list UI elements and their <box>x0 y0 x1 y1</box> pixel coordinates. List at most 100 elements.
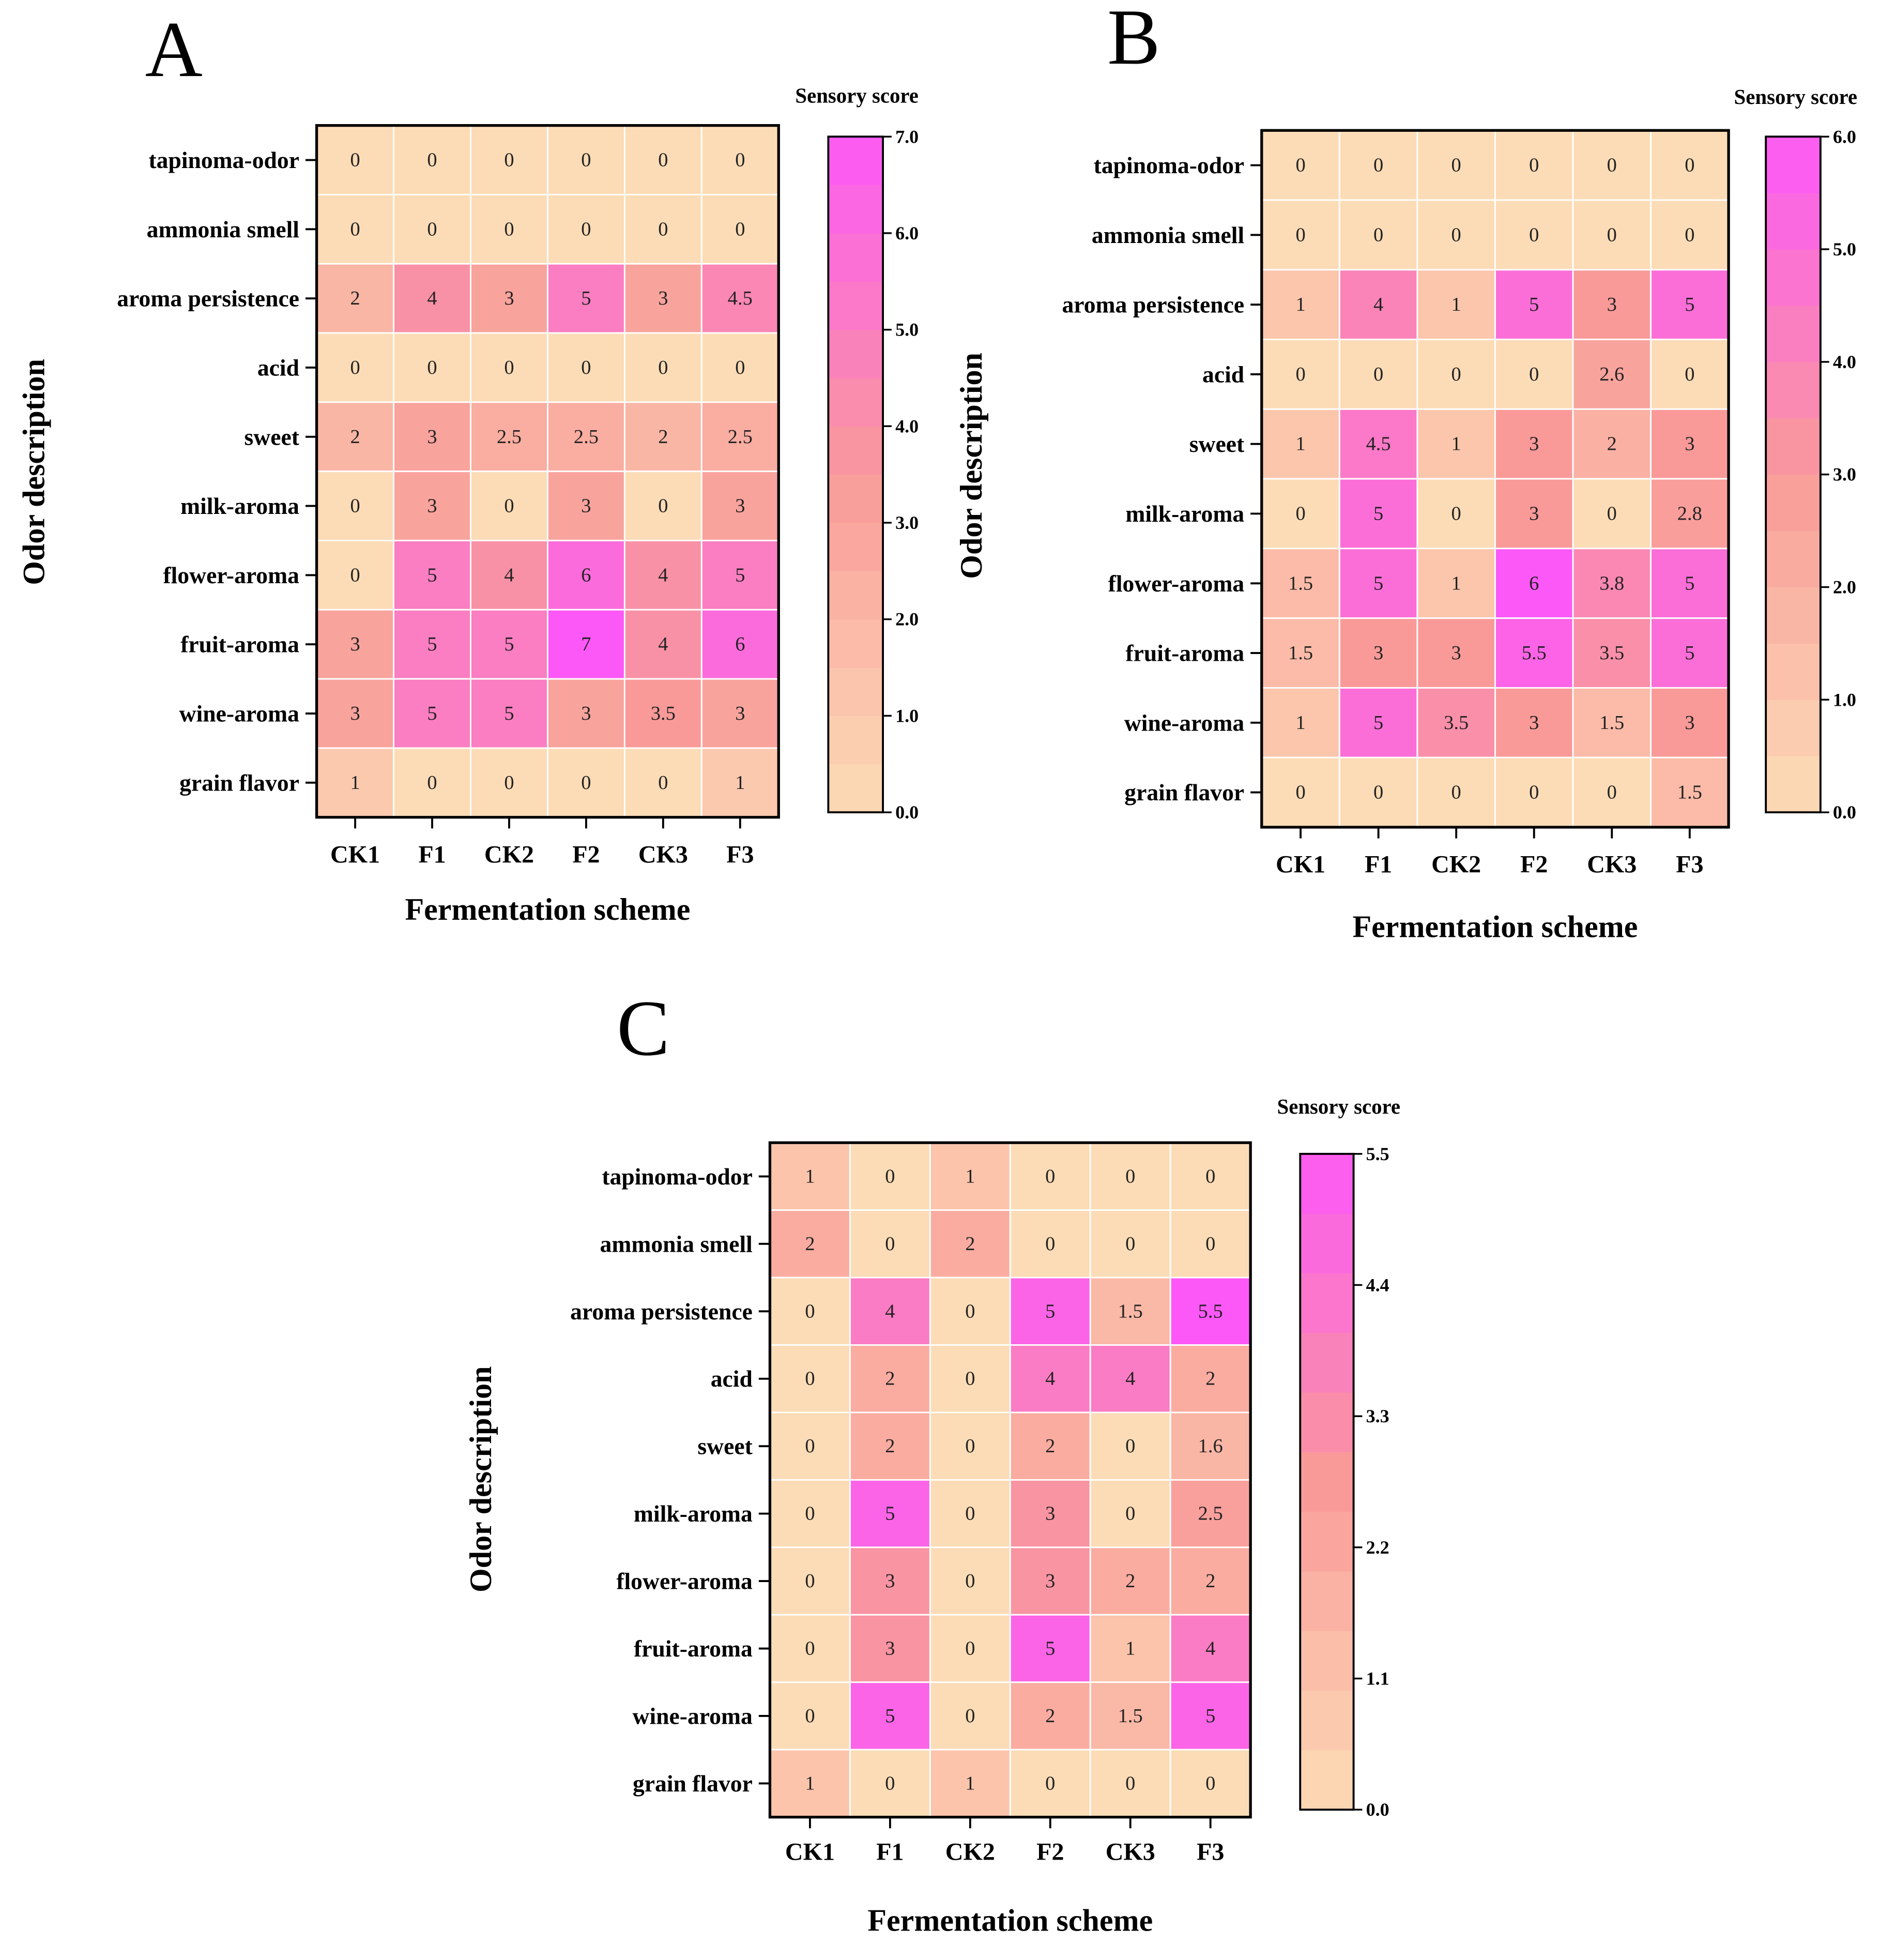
cell-value-label: 0 <box>1125 1165 1135 1187</box>
cell-value-label: 5 <box>1373 712 1383 734</box>
cell-value-label: 3 <box>427 426 437 448</box>
colorbar-tick-label: 3.3 <box>1366 1406 1389 1426</box>
cell-value-label: 3 <box>350 633 360 655</box>
heatmap-cell <box>316 540 394 611</box>
heatmap-cell <box>470 332 548 403</box>
cell-value-label: 1 <box>965 1165 975 1187</box>
cell-value-label: 0 <box>1451 363 1461 385</box>
colorbar-swatch <box>828 329 883 378</box>
heatmap-cell <box>1338 687 1418 758</box>
cell-value-label: 1 <box>1125 1638 1135 1660</box>
cell-value-label: 0 <box>885 1165 895 1187</box>
cell-value-label: 2.8 <box>1677 503 1702 524</box>
cell-value-label: 1.5 <box>1118 1300 1143 1322</box>
heatmap-cell <box>1572 617 1652 689</box>
cell-value-label: 1 <box>350 772 360 794</box>
heatmap-cell <box>1338 756 1418 828</box>
heatmap-cell <box>1650 548 1730 619</box>
cell-value-label: 2 <box>1045 1705 1055 1727</box>
heatmap-cell <box>1338 548 1418 619</box>
cell-value-label: 0 <box>1529 363 1539 385</box>
cell-value-label: 0 <box>1529 224 1539 246</box>
cell-value-label: 0 <box>1607 155 1617 176</box>
heatmap-cell <box>546 401 625 473</box>
cell-value-label: 0 <box>427 218 437 240</box>
cell-value-label: 5 <box>581 287 591 309</box>
heatmap-cell <box>1650 199 1730 271</box>
heatmap-cell <box>1169 1411 1251 1481</box>
heatmap-cell <box>1416 478 1496 550</box>
cell-value-label: 1 <box>1295 433 1305 455</box>
heatmap-frame <box>768 1141 1252 1819</box>
y-tick-label: tapinoma-odor <box>148 147 299 173</box>
colorbar-title: Sensory score <box>1734 85 1858 109</box>
y-tick-label: wine-aroma <box>179 701 300 727</box>
heatmap-cell <box>849 1142 931 1211</box>
cell-value-label: 0 <box>350 357 360 378</box>
heatmap-cell <box>1261 548 1340 619</box>
heatmap-cell <box>1169 1344 1251 1414</box>
heatmap-cell <box>1089 1411 1171 1481</box>
colorbar-title: Sensory score <box>795 84 919 107</box>
heatmap-cell <box>1089 1681 1171 1751</box>
y-tick-label: sweet <box>697 1433 752 1460</box>
colorbar-tick-label: 4.0 <box>1833 352 1856 372</box>
heatmap-cell <box>769 1749 851 1818</box>
cell-value-label: 3 <box>658 287 668 309</box>
cell-value-label: 3 <box>504 287 514 309</box>
y-tick-label: milk-aroma <box>1125 500 1244 527</box>
heatmap-cell <box>1089 1479 1171 1548</box>
x-tick-label: CK2 <box>945 1838 995 1865</box>
colorbar-swatch <box>1300 1511 1354 1572</box>
colorbar-swatch <box>1766 249 1821 306</box>
heatmap-cell <box>1009 1749 1091 1818</box>
heatmap-cell <box>1338 617 1418 689</box>
heatmap-cell <box>1650 478 1730 550</box>
heatmap-cell <box>929 1614 1011 1683</box>
colorbar-title: Sensory score <box>1277 1095 1400 1118</box>
heatmap-cell <box>316 332 394 403</box>
heatmap-cell <box>1169 1277 1251 1346</box>
colorbar-tick-label: 5.0 <box>1833 239 1856 260</box>
heatmap-cell <box>929 1546 1011 1616</box>
heatmap-cell <box>393 332 471 403</box>
heatmap-cell <box>700 125 780 195</box>
cell-value-label: 0 <box>1685 155 1694 176</box>
heatmap-cell <box>1650 339 1730 410</box>
cell-value-label: 2 <box>885 1435 895 1457</box>
colorbar-swatch <box>1300 1332 1354 1393</box>
cell-value-label: 0 <box>965 1300 975 1322</box>
cell-value-label: 4 <box>504 564 514 586</box>
heatmap-cell <box>393 678 471 749</box>
cell-value-label: 0 <box>504 218 514 240</box>
heatmap-cell <box>1009 1411 1091 1481</box>
heatmap-cell <box>393 125 471 195</box>
cell-value-label: 0 <box>885 1233 895 1255</box>
cell-value-label: 0 <box>504 495 514 517</box>
colorbar-swatch <box>828 136 883 186</box>
heatmap-cell <box>546 609 625 680</box>
colorbar-tick-label: 2.0 <box>1833 577 1856 598</box>
heatmap-cell <box>1169 1546 1251 1616</box>
colorbar-tick-label: 1.0 <box>895 705 919 726</box>
colorbar-tick-label: 0.0 <box>895 802 919 823</box>
cell-value-label: 5 <box>885 1705 895 1727</box>
colorbar-tick-label: 3.0 <box>895 512 919 533</box>
y-axis-title: Odor description <box>463 1366 498 1592</box>
colorbar-tick-label: 6.0 <box>895 223 919 244</box>
colorbar-tick-label: 0.0 <box>1366 1799 1389 1820</box>
cell-value-label: 0 <box>805 1705 815 1727</box>
cell-value-label: 5.5 <box>1198 1300 1223 1322</box>
colorbar-tick-label: 4.0 <box>895 416 919 436</box>
cell-value-label: 4.5 <box>728 287 753 309</box>
cell-value-label: 5 <box>735 564 745 586</box>
cell-value-label: 1.5 <box>1118 1705 1143 1727</box>
cell-value-label: 2 <box>1607 433 1617 455</box>
cell-value-label: 3 <box>885 1570 895 1592</box>
colorbar-swatch <box>1300 1452 1354 1512</box>
x-tick-label: CK2 <box>1431 851 1481 878</box>
cell-value-label: 5 <box>1685 572 1694 594</box>
colorbar-swatch <box>1300 1213 1354 1274</box>
colorbar-swatch <box>828 233 883 282</box>
cell-value-label: 2.5 <box>497 426 522 448</box>
